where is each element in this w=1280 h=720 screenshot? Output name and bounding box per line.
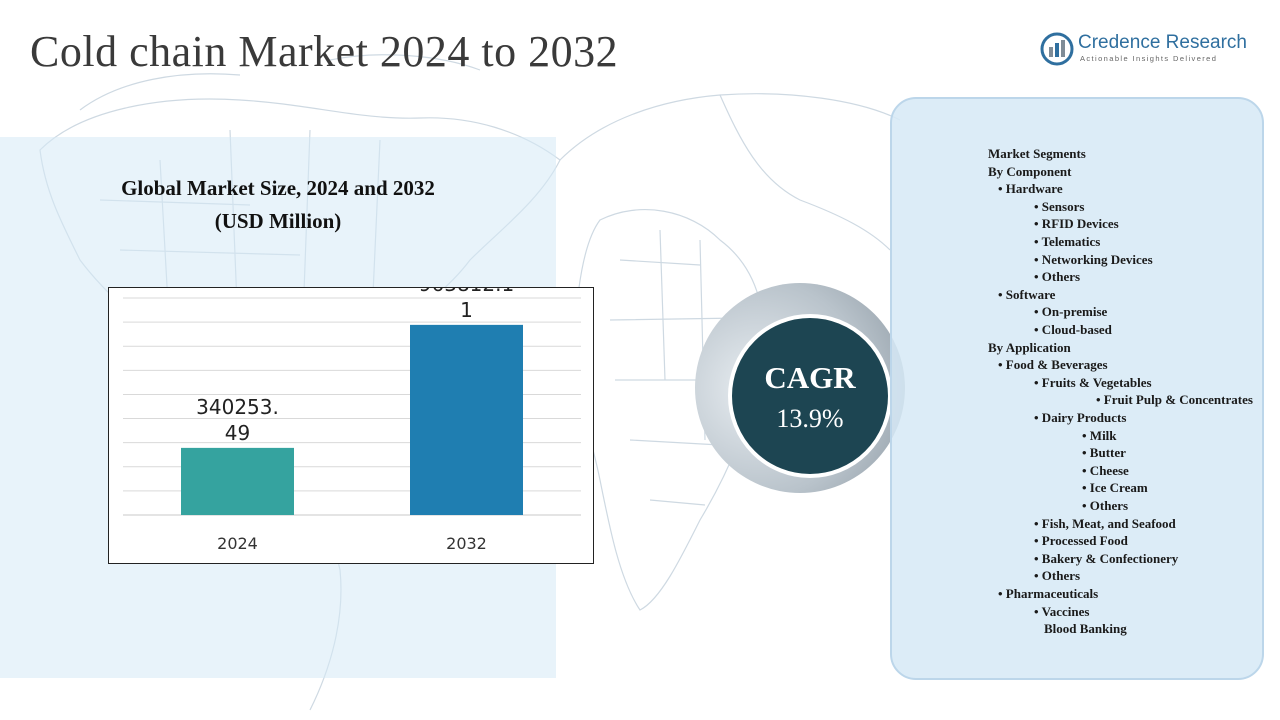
segment-item: • Others (1082, 498, 1129, 513)
cagr-badge: CAGR 13.9% (728, 314, 892, 478)
segment-item: • RFID Devices (1034, 216, 1119, 232)
data-label-2024: 340253. (196, 395, 279, 419)
segment-item: • Vaccines (1034, 603, 1090, 619)
cagr-label: CAGR (764, 360, 856, 395)
segment-item: • Cloud-based (1034, 322, 1112, 337)
segment-item: • Dairy Products (1034, 410, 1127, 425)
segment-item: By Application (988, 339, 1071, 355)
logo-name: Credence Research (1078, 32, 1247, 53)
segments-list: Market Segments By Component • Hardware • S… (892, 99, 1266, 682)
segment-item: • On-premise (1034, 304, 1108, 320)
segment-item: • Telematics (1034, 234, 1101, 249)
data-label-2032: 963812.1 (419, 288, 514, 296)
segment-item: • Ice Cream (1082, 480, 1148, 496)
segment-item: • Milk (1082, 427, 1117, 443)
x-tick-label-2024: 2024 (217, 534, 258, 553)
segment-item: • Fruits & Vegetables (1034, 374, 1152, 390)
segment-item: • Bakery & Confectionery (1034, 550, 1179, 566)
segment-item: • Sensors (1034, 198, 1085, 214)
page-title: Cold chain Market 2024 to 2032 (30, 27, 619, 76)
segment-item: Market Segments (988, 146, 1086, 161)
segment-item: • Fruit Pulp & Concentrates (1096, 392, 1253, 408)
segment-item: • Cheese (1082, 462, 1129, 478)
segment-item: • Hardware (998, 181, 1063, 197)
credence-logo-icon (1040, 32, 1074, 66)
segment-item: • Pharmaceuticals (998, 586, 1099, 601)
segment-item: • Software (998, 286, 1056, 302)
data-label-2032: 1 (460, 298, 473, 322)
bar-2032 (410, 324, 523, 515)
cagr-value: 13.9% (776, 404, 844, 433)
segment-item: • Butter (1082, 445, 1126, 461)
segment-item: • Networking Devices (1034, 251, 1153, 267)
chart-title-line2: (USD Million) (214, 209, 342, 233)
segment-item: Blood Banking (1044, 621, 1127, 637)
chart-title: Global Market Size, 2024 and 2032 (USD M… (60, 172, 496, 238)
bar-chart-svg: 340253.49 2024 963812.1 1 2032 (123, 288, 581, 553)
bar-2024 (181, 447, 294, 515)
segment-item: • Others (1034, 568, 1081, 584)
segment-item: • Processed Food (1034, 533, 1128, 549)
segment-item: • Others (1034, 269, 1081, 285)
chart-title-line1: Global Market Size, 2024 and 2032 (121, 176, 435, 200)
bar-chart: 340253.49 2024 963812.1 1 2032 (108, 287, 594, 564)
segment-item: • Food & Beverages (998, 357, 1108, 373)
segment-item: By Component (988, 163, 1072, 179)
segment-item: • Fish, Meat, and Seafood (1034, 515, 1176, 531)
logo-tagline: Actionable Insights Delivered (1080, 54, 1218, 63)
brand-logo[interactable]: Credence Research Actionable Insights De… (1040, 30, 1260, 70)
market-segments-panel: Market Segments By Component • Hardware • S… (890, 97, 1264, 680)
data-label-2024: 49 (225, 421, 250, 445)
x-tick-label-2032: 2032 (446, 534, 487, 553)
